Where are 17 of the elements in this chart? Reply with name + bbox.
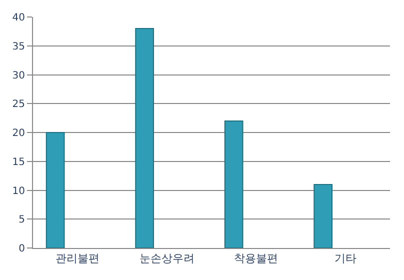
y-tick-label: 35 — [12, 41, 25, 52]
bar — [314, 184, 332, 248]
y-tick-label: 15 — [12, 156, 25, 168]
y-tick-label: 40 — [12, 12, 25, 24]
y-tick-label: 5 — [18, 214, 25, 226]
y-tick-label: 20 — [12, 128, 25, 139]
x-tick-label: 기타 — [334, 252, 356, 266]
y-tick-label: 10 — [12, 186, 25, 197]
y-tick-label: 30 — [12, 70, 25, 82]
y-tick-label: 25 — [12, 99, 25, 110]
x-tick-label: 관리불편 — [56, 252, 100, 266]
x-tick-label: 착용불편 — [234, 252, 278, 266]
bar — [224, 120, 244, 248]
bar — [135, 28, 154, 248]
y-tick-label: 0 — [18, 244, 25, 254]
x-tick-label: 눈손상우려 — [139, 252, 194, 266]
bar — [46, 132, 65, 248]
